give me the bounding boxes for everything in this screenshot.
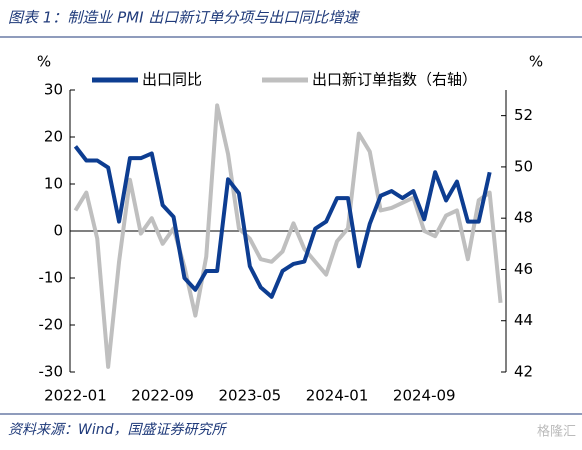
y2-axis-label: % (529, 53, 543, 71)
watermark: 格隆汇 (537, 424, 576, 440)
y-tick-label: -20 (39, 316, 64, 334)
legend-label: 出口新订单指数（右轴） (312, 71, 477, 89)
y2-tick-label: 48 (514, 209, 533, 227)
y2-tick-label: 50 (514, 157, 533, 175)
x-tick-label: 2023-05 (219, 387, 282, 405)
y2-tick-label: 52 (514, 106, 533, 124)
series-line (73, 145, 492, 299)
chart-title: 图表 1：制造业 PMI 出口新订单分项与出口同比增速 (8, 9, 360, 27)
y-tick-label: -30 (39, 363, 64, 381)
y-axis-label: % (37, 53, 51, 71)
y-tick-label: 30 (44, 81, 63, 99)
y-tick-label: 0 (53, 222, 63, 240)
y2-tick-label: 46 (514, 260, 533, 278)
y2-tick-label: 44 (514, 311, 533, 329)
y2-tick-label: 42 (514, 363, 533, 381)
x-tick-label: 2022-01 (44, 387, 107, 405)
legend-label: 出口同比 (142, 71, 202, 89)
source: 资料来源：Wind，国盛证券研究所 (8, 422, 227, 438)
x-tick-label: 2022-09 (131, 387, 194, 405)
x-tick-label: 2024-01 (306, 387, 369, 405)
y-tick-label: 10 (44, 175, 63, 193)
series-line (73, 103, 503, 369)
y-tick-label: 20 (44, 128, 63, 146)
x-tick-label: 2024-09 (393, 387, 456, 405)
y-tick-label: -10 (39, 269, 64, 287)
